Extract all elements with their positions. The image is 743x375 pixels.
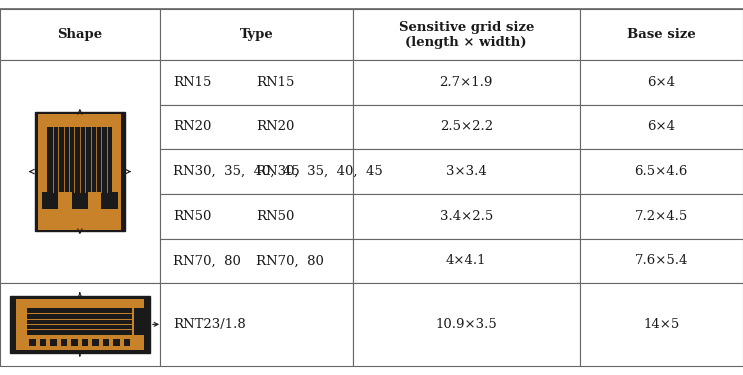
Bar: [113, 339, 120, 346]
Bar: [134, 308, 146, 334]
Bar: [353, 9, 580, 60]
Text: RN20: RN20: [256, 120, 295, 134]
Bar: [82, 339, 88, 346]
Bar: [10, 296, 150, 353]
Text: 7.2×4.5: 7.2×4.5: [635, 210, 688, 223]
Bar: [124, 339, 130, 346]
Text: RN30,  35,  40,  45: RN30, 35, 40, 45: [256, 165, 383, 178]
Text: 2.5×2.2: 2.5×2.2: [440, 120, 493, 134]
Text: RN15: RN15: [173, 76, 212, 89]
Bar: [103, 339, 109, 346]
Text: 6×4: 6×4: [647, 120, 675, 134]
Bar: [160, 283, 353, 366]
Bar: [30, 339, 36, 346]
Bar: [71, 339, 78, 346]
Bar: [40, 339, 47, 346]
Bar: [92, 339, 99, 346]
Bar: [160, 105, 353, 149]
Bar: [42, 192, 58, 209]
Bar: [580, 194, 743, 238]
Text: 7.6×5.4: 7.6×5.4: [635, 254, 688, 267]
Bar: [48, 128, 112, 192]
Bar: [0, 9, 160, 60]
Bar: [353, 105, 580, 149]
Text: RN30,  35,  40,  45: RN30, 35, 40, 45: [173, 165, 300, 178]
Text: 2.7×1.9: 2.7×1.9: [440, 76, 493, 89]
Bar: [0, 283, 160, 366]
Bar: [580, 105, 743, 149]
Text: Base size: Base size: [627, 28, 695, 41]
Text: 14×5: 14×5: [643, 318, 679, 331]
Text: RN70,  80: RN70, 80: [256, 254, 324, 267]
Bar: [27, 308, 132, 334]
Bar: [580, 149, 743, 194]
Bar: [580, 238, 743, 283]
Bar: [39, 114, 121, 230]
Text: 4×4.1: 4×4.1: [446, 254, 487, 267]
Text: RN15: RN15: [256, 76, 295, 89]
Text: 10.9×3.5: 10.9×3.5: [435, 318, 497, 331]
Bar: [51, 339, 57, 346]
Bar: [102, 192, 118, 209]
Bar: [160, 9, 353, 60]
Text: 3.4×2.5: 3.4×2.5: [440, 210, 493, 223]
Bar: [160, 194, 353, 238]
Bar: [353, 238, 580, 283]
Bar: [580, 60, 743, 105]
Text: RN50: RN50: [256, 210, 295, 223]
Text: 3×3.4: 3×3.4: [446, 165, 487, 178]
Text: RN50: RN50: [173, 210, 212, 223]
Bar: [580, 9, 743, 60]
Bar: [353, 149, 580, 194]
Bar: [0, 60, 160, 283]
Bar: [72, 192, 88, 209]
Bar: [61, 339, 68, 346]
Bar: [160, 238, 353, 283]
Text: 6×4: 6×4: [647, 76, 675, 89]
Bar: [353, 194, 580, 238]
Bar: [353, 283, 580, 366]
Text: RN70,  80: RN70, 80: [173, 254, 241, 267]
Bar: [35, 112, 125, 231]
Text: RN20: RN20: [173, 120, 212, 134]
Text: RNT23/1.8: RNT23/1.8: [173, 318, 246, 331]
Bar: [160, 149, 353, 194]
Bar: [580, 283, 743, 366]
Text: 6.5×4.6: 6.5×4.6: [635, 165, 688, 178]
Bar: [160, 60, 353, 105]
Bar: [16, 299, 144, 350]
Bar: [353, 60, 580, 105]
Text: Shape: Shape: [57, 28, 103, 41]
Text: Sensitive grid size
(length × width): Sensitive grid size (length × width): [398, 21, 534, 49]
Text: Type: Type: [239, 28, 273, 41]
